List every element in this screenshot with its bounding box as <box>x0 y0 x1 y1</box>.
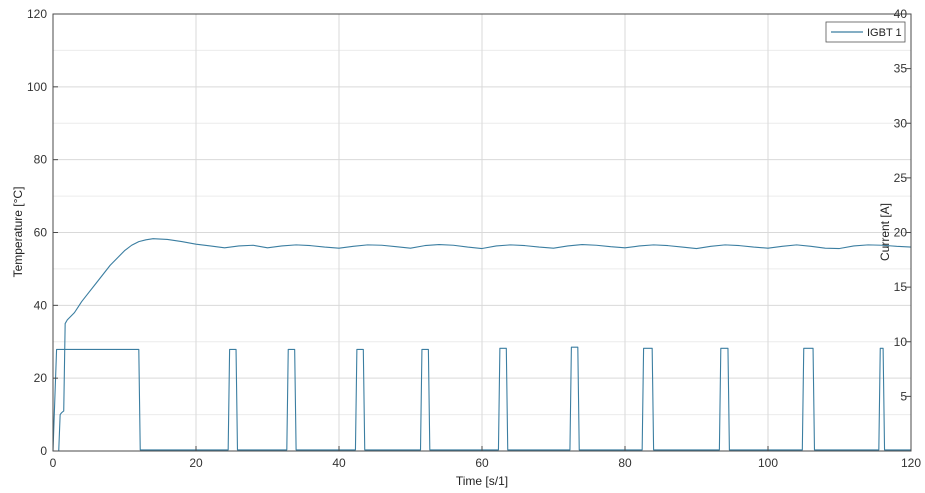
x-tick-label: 20 <box>189 456 203 470</box>
temperature-series-line <box>58 238 912 452</box>
y-right-tick-label: 25 <box>894 171 908 185</box>
y-left-tick-label: 40 <box>34 298 48 312</box>
y-right-tick-label: 15 <box>894 280 908 294</box>
y-right-tick-label: 20 <box>894 226 908 240</box>
x-tick-label: 80 <box>618 456 632 470</box>
x-tick-label: 60 <box>475 456 489 470</box>
x-tick-label: 40 <box>332 456 346 470</box>
y-right-tick-label: 35 <box>894 62 908 76</box>
y-left-tick-label: 80 <box>34 153 48 167</box>
y-axis-title-right: Current [A] <box>878 203 892 261</box>
y-left-tick-label: 0 <box>40 444 47 458</box>
x-tick-label: 0 <box>50 456 57 470</box>
y-left-tick-label: 60 <box>34 226 48 240</box>
legend: IGBT 1 <box>825 21 906 43</box>
series-layer <box>52 238 912 452</box>
tick-labels: 0 20 40 60 80 100 120 0 20 40 60 80 100 120 5 10 15 20 25 3… <box>27 7 921 470</box>
x-tick-label: 120 <box>901 456 921 470</box>
current-series-line <box>52 346 911 452</box>
legend-label: IGBT 1 <box>867 27 902 39</box>
y-left-tick-label: 100 <box>27 80 47 94</box>
y-left-tick-label: 20 <box>34 371 48 385</box>
x-tick-label: 100 <box>758 456 778 470</box>
y-right-tick-label: 30 <box>894 116 908 130</box>
legend-box <box>825 21 906 43</box>
y-right-tick-label: 10 <box>894 335 908 349</box>
y-right-tick-label: 40 <box>894 7 908 21</box>
y-left-tick-label: 120 <box>27 7 47 21</box>
y-right-tick-label: 5 <box>900 389 907 403</box>
y-axis-title-left: Temperature [°C] <box>11 187 25 278</box>
x-axis-title: Time [s/1] <box>456 474 508 488</box>
